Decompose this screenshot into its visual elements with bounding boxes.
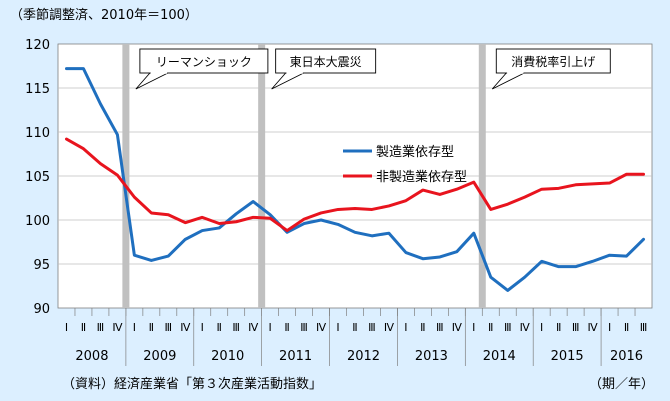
x-quarter-label: Ⅳ	[452, 321, 463, 334]
x-quarter-label: Ⅰ	[540, 321, 543, 334]
event-label-1: リーマンショック	[156, 55, 252, 69]
x-quarter-label: Ⅳ	[384, 321, 395, 334]
source-note: （資料）経済産業省「第３次産業活動指数」	[62, 376, 322, 392]
y-tick-label: 105	[25, 170, 50, 185]
x-quarter-label: Ⅱ	[624, 321, 629, 334]
x-quarter-label: Ⅱ	[352, 321, 357, 334]
legend-label-2: 非製造業依存型	[376, 169, 467, 185]
x-quarter-label: Ⅲ	[436, 321, 444, 334]
x-quarter-label: Ⅱ	[149, 321, 154, 334]
x-quarter-label: Ⅳ	[520, 321, 531, 334]
event-callout-box	[139, 48, 269, 74]
y-tick-label: 100	[25, 214, 50, 229]
x-quarter-label: Ⅳ	[180, 321, 191, 334]
x-year-label: 2014	[483, 349, 516, 364]
y-tick-label: 120	[25, 38, 50, 53]
x-quarter-label: Ⅲ	[368, 321, 376, 334]
x-quarter-label: Ⅱ	[217, 321, 222, 334]
x-quarter-label: Ⅰ	[269, 321, 272, 334]
x-quarter-label: Ⅲ	[232, 321, 240, 334]
x-year-label: 2008	[75, 349, 108, 364]
x-quarter-label: Ⅳ	[316, 321, 327, 334]
x-quarter-label: Ⅰ	[608, 321, 611, 334]
event-band	[478, 44, 486, 308]
x-quarter-label: Ⅰ	[133, 321, 136, 334]
x-quarter-label: Ⅲ	[165, 321, 173, 334]
event-callout-box	[495, 48, 611, 74]
x-quarter-label: Ⅰ	[65, 321, 68, 334]
period-label: （期／年）	[589, 377, 654, 392]
x-quarter-label: Ⅳ	[588, 321, 599, 334]
x-quarter-label: Ⅱ	[284, 321, 289, 334]
x-quarter-label: Ⅲ	[640, 321, 648, 334]
x-quarter-label: Ⅲ	[504, 321, 512, 334]
x-year-label: 2011	[279, 349, 312, 364]
x-year-label: 2012	[347, 349, 380, 364]
x-quarter-label: Ⅳ	[248, 321, 259, 334]
x-quarter-label: Ⅱ	[488, 321, 493, 334]
x-year-label: 2013	[415, 349, 448, 364]
event-label-2: 東日本大震災	[290, 55, 362, 69]
x-quarter-label: Ⅱ	[420, 321, 425, 334]
x-quarter-label: Ⅲ	[300, 321, 308, 334]
x-quarter-label: Ⅱ	[556, 321, 561, 334]
x-year-label: 2010	[211, 349, 244, 364]
event-callout-box	[275, 48, 377, 74]
x-quarter-label: Ⅰ	[404, 321, 407, 334]
x-quarter-label: Ⅳ	[112, 321, 123, 334]
x-year-label: 2015	[551, 349, 584, 364]
x-quarter-label: Ⅱ	[81, 321, 86, 334]
series-line-1	[64, 67, 646, 292]
event-band	[122, 44, 130, 308]
series-line-2	[64, 137, 646, 233]
x-quarter-label: Ⅰ	[472, 321, 475, 334]
x-year-label: 2016	[610, 349, 643, 364]
y-tick-label: 110	[25, 126, 50, 141]
y-tick-label: 95	[33, 258, 50, 273]
event-label-3: 消費税率引上げ	[511, 54, 595, 69]
x-quarter-label: Ⅲ	[97, 321, 105, 334]
x-quarter-label: Ⅰ	[336, 321, 339, 334]
legend-label-1: 製造業依存型	[376, 144, 454, 160]
event-band	[258, 44, 266, 308]
x-quarter-label: Ⅰ	[201, 321, 204, 334]
y-tick-label: 90	[33, 302, 50, 317]
x-quarter-label: Ⅲ	[572, 321, 580, 334]
x-year-label: 2009	[143, 349, 176, 364]
unit-note: （季節調整済、2010年＝100）	[10, 7, 198, 23]
y-tick-label: 115	[25, 82, 50, 97]
